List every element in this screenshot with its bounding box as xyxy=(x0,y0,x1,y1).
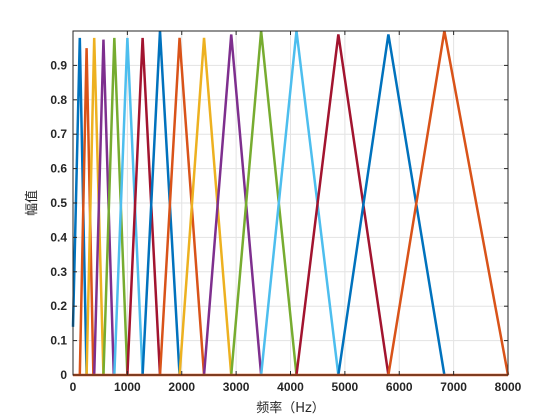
filter-series-line xyxy=(92,39,116,376)
x-tick-label: 5000 xyxy=(332,380,359,394)
filter-series-line xyxy=(202,34,263,376)
filter-series-line xyxy=(337,34,446,376)
filter-series-line xyxy=(78,48,95,376)
filter-series-line xyxy=(113,37,144,376)
y-axis-label: 幅值 xyxy=(24,190,40,216)
x-tick-label: 0 xyxy=(70,380,77,394)
filter-series-line xyxy=(178,37,233,376)
x-tick-label: 8000 xyxy=(495,380,522,394)
x-tick-label: 1000 xyxy=(114,380,141,394)
y-tick-label: 0.2 xyxy=(50,299,67,313)
y-tick-label: 0.9 xyxy=(50,58,67,72)
x-axis-label: 频率（Hz） xyxy=(256,400,325,416)
filter-series-line xyxy=(71,37,88,376)
x-tick-label: 2000 xyxy=(168,380,195,394)
filter-series-line xyxy=(126,37,162,376)
x-tick-labels: 0 1000 2000 3000 4000 5000 6000 7000 8000 xyxy=(70,380,522,394)
y-tick-label: 0.8 xyxy=(50,93,67,107)
y-tick-label: 0.7 xyxy=(50,127,67,141)
filter-series-line xyxy=(102,37,129,376)
series-lines xyxy=(71,30,510,377)
ticks xyxy=(72,31,509,376)
grid xyxy=(73,31,508,375)
y-tick-label: 0.1 xyxy=(50,334,67,348)
y-tick-label: 0 xyxy=(60,368,67,382)
y-tick-label: 0.5 xyxy=(50,196,67,210)
y-tick-label: 0.3 xyxy=(50,265,67,279)
y-tick-label: 0.4 xyxy=(50,230,67,244)
x-tick-label: 6000 xyxy=(386,380,413,394)
x-tick-label: 7000 xyxy=(440,380,467,394)
x-tick-label: 4000 xyxy=(277,380,304,394)
y-tick-labels: 0 0.1 0.2 0.3 0.4 0.5 0.6 0.7 0.8 0.9 xyxy=(50,58,67,382)
filter-series-line xyxy=(295,34,390,376)
filter-series-line xyxy=(85,37,105,376)
x-tick-label: 3000 xyxy=(223,380,250,394)
filter-series-line xyxy=(158,37,206,376)
y-tick-label: 0.6 xyxy=(50,162,67,176)
